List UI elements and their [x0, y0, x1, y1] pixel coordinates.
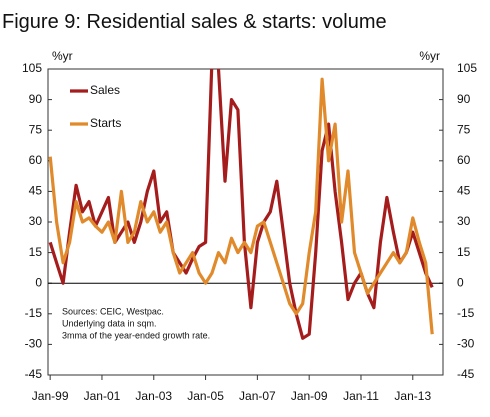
- x-tick-label: Jan-03: [135, 389, 172, 403]
- chart-title: Figure 9: Residential sales & starts: vo…: [2, 11, 387, 33]
- annotation: Sources: CEIC, Westpac.: [62, 306, 164, 316]
- x-tick-label: Jan-99: [32, 389, 69, 403]
- y-tick-label: 75: [29, 122, 43, 136]
- y-tick-label: -45: [25, 367, 43, 381]
- series-line: [48, 77, 434, 335]
- y-tick-label: 60: [29, 153, 43, 167]
- y-tick-label: 15: [29, 245, 43, 259]
- y-tick-label: -15: [25, 306, 43, 320]
- y-tick-label: 90: [29, 92, 43, 106]
- y2-tick-label: 45: [457, 184, 471, 198]
- legend-label: Sales: [90, 83, 120, 97]
- x-tick-label: Jan-11: [343, 389, 379, 403]
- y2-tick-label: 0: [457, 275, 464, 289]
- x-tick-label: Jan-09: [291, 389, 328, 403]
- y-tick-label: -30: [25, 337, 43, 351]
- x-tick-label: Jan-13: [394, 389, 431, 403]
- y2-tick-label: 105: [457, 61, 477, 75]
- annotation: Underlying data in sqm.: [62, 318, 157, 328]
- y2-tick-label: -30: [457, 337, 475, 351]
- series-line: [48, 69, 434, 340]
- x-tick-label: Jan-01: [84, 389, 121, 403]
- y2-tick-label: 15: [457, 245, 471, 259]
- y-axis-label: %yr: [52, 49, 73, 63]
- y2-tick-label: 90: [457, 92, 471, 106]
- y2-tick-label: 75: [457, 122, 471, 136]
- y2-tick-label: -15: [457, 306, 475, 320]
- y-tick-label: 0: [35, 275, 42, 289]
- legend-label: Starts: [90, 116, 121, 130]
- x-tick-label: Jan-07: [239, 389, 276, 403]
- y2-axis-label: %yr: [419, 49, 440, 63]
- y-tick-label: 30: [29, 214, 43, 228]
- y2-tick-label: 30: [457, 214, 471, 228]
- y2-tick-label: 60: [457, 153, 471, 167]
- y2-tick-label: -45: [457, 367, 475, 381]
- annotation: 3mma of the year-ended growth rate.: [62, 330, 210, 340]
- x-tick-label: Jan-05: [187, 389, 224, 403]
- y-tick-label: 105: [22, 61, 42, 75]
- y-tick-label: 45: [29, 184, 43, 198]
